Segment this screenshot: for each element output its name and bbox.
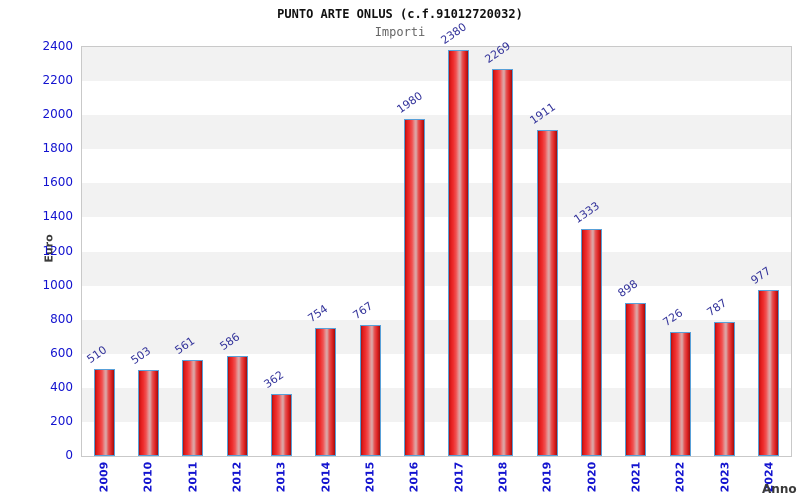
plot-area: 510 503 561 586 362 754 767 1980 2380 2269 1911 133… bbox=[81, 21, 792, 457]
x-tick-label: 2009 bbox=[97, 461, 111, 493]
y-tick-label: 400 bbox=[50, 379, 73, 394]
y-tick-label: 2400 bbox=[42, 39, 73, 53]
x-tick-label: 2014 bbox=[319, 461, 333, 493]
bar-2023 bbox=[714, 321, 736, 456]
chart-title: PUNTO ARTE ONLUS (c.f.91012720032) bbox=[277, 7, 523, 21]
bar-2020 bbox=[581, 228, 603, 456]
y-tick-label: 1000 bbox=[42, 277, 73, 292]
y-tick-label: 1800 bbox=[42, 141, 73, 156]
chart-subtitle: Importi bbox=[374, 25, 426, 39]
bar-2018 bbox=[492, 69, 514, 456]
x-tick-label: 2017 bbox=[452, 461, 466, 493]
bar-2017 bbox=[448, 50, 470, 456]
bar-2014 bbox=[315, 327, 337, 456]
grid-band bbox=[82, 217, 791, 252]
y-tick-label: 600 bbox=[50, 345, 73, 360]
bar-2009 bbox=[93, 369, 115, 456]
grid-band bbox=[82, 251, 791, 286]
y-tick-label: 0 bbox=[65, 448, 73, 462]
x-axis-title: Anno bbox=[762, 482, 797, 496]
y-tick-label: 200 bbox=[50, 413, 73, 428]
bar-2019 bbox=[536, 130, 558, 456]
y-tick-label: 800 bbox=[50, 311, 73, 326]
x-tick-label: 2021 bbox=[629, 461, 643, 493]
grid-band bbox=[82, 81, 791, 116]
bar-2024 bbox=[758, 289, 780, 456]
grid-band bbox=[82, 183, 791, 218]
y-tick-label: 2200 bbox=[42, 73, 73, 88]
y-tick-label: 1400 bbox=[42, 209, 73, 224]
x-tick-label: 2012 bbox=[230, 461, 244, 493]
bar-2016 bbox=[403, 118, 425, 456]
x-tick-label: 2010 bbox=[141, 461, 155, 493]
x-tick-label: 2019 bbox=[540, 461, 554, 493]
grid-band bbox=[82, 149, 791, 184]
bar-2022 bbox=[669, 332, 691, 456]
grid-band bbox=[82, 115, 791, 150]
y-tick-label: 1200 bbox=[42, 243, 73, 258]
bar-2013 bbox=[270, 394, 292, 456]
y-tick-label: 1600 bbox=[42, 175, 73, 190]
x-tick-label: 2023 bbox=[718, 461, 732, 493]
x-tick-label: 2016 bbox=[407, 461, 421, 493]
x-tick-label: 2015 bbox=[363, 461, 377, 493]
y-tick-label: 2000 bbox=[42, 107, 73, 122]
bar-2015 bbox=[359, 325, 381, 456]
x-tick-label: 2018 bbox=[496, 461, 510, 493]
grid-band bbox=[82, 47, 791, 82]
x-tick-label: 2022 bbox=[673, 461, 687, 493]
bar-2010 bbox=[137, 370, 159, 456]
x-tick-label: 2013 bbox=[274, 461, 288, 493]
grid-band bbox=[82, 285, 791, 320]
bar-2012 bbox=[226, 356, 248, 456]
x-tick-label: 2011 bbox=[186, 461, 200, 493]
x-tick-label: 2020 bbox=[585, 461, 599, 493]
bar-2021 bbox=[625, 302, 647, 456]
bar-2011 bbox=[182, 360, 204, 456]
